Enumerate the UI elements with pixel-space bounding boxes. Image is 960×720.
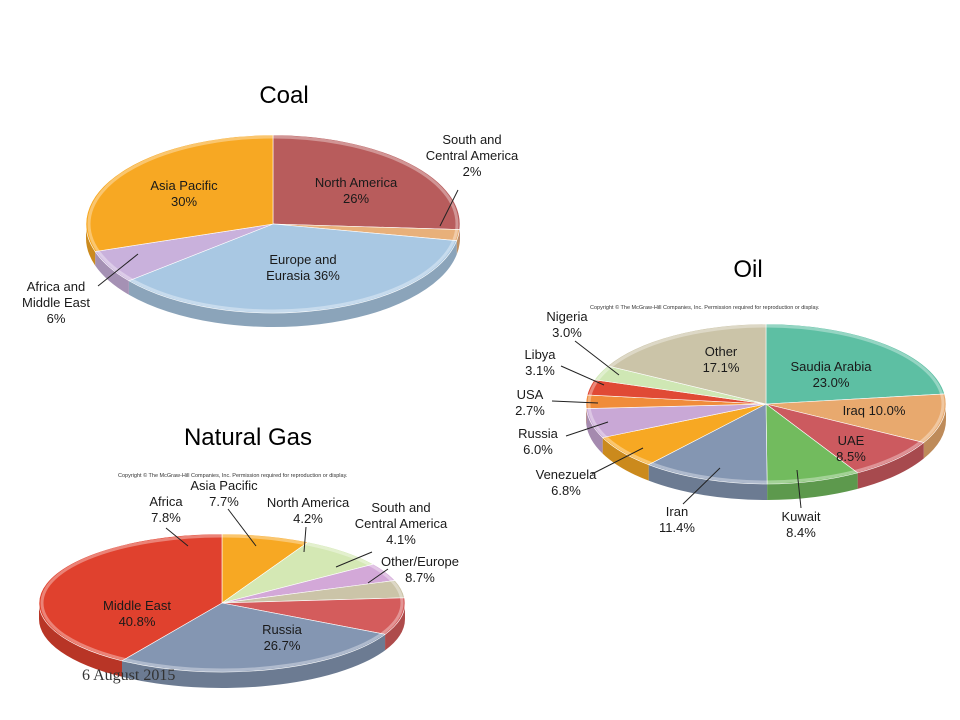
coal-label-europe-line2: Eurasia 36%	[266, 268, 340, 283]
coal-pie-slices	[85, 134, 461, 327]
oil-label-saudi-arabia: Saudia Arabia 23.0%	[791, 359, 873, 390]
coal-title: Coal	[259, 82, 308, 109]
coal-rim-2	[128, 240, 457, 327]
gas-label-sca-line2: Central America	[355, 516, 448, 531]
coal-label-asia-pacific: Asia Pacific 30%	[150, 178, 218, 209]
gas-label-africa: Africa 7.8%	[149, 494, 183, 525]
gas-slice-middle-east	[38, 533, 223, 662]
coal-pie-chart: Coal North America 26% South and Central A…	[22, 82, 519, 327]
coal-rim-4	[86, 224, 96, 266]
coal-label-north-america: North America 26%	[315, 175, 398, 206]
oil-pie-chart: Oil Copyright © The McGraw-Hill Companie…	[515, 256, 947, 540]
oil-rim-3	[767, 472, 858, 500]
natural-gas-pie-slices	[38, 533, 406, 688]
gas-label-sca-line1: South and	[371, 500, 430, 515]
oil-label-russia: Russia 6.0%	[518, 426, 559, 457]
coal-label-africa-middle-east: Africa and Middle East 6%	[22, 279, 90, 326]
gas-label-middle-east: Middle East 40.8%	[103, 598, 171, 629]
gas-leader-north-america	[303, 526, 307, 553]
gas-label-russia: Russia 26.7%	[262, 622, 303, 653]
coal-label-europe-line1: Europe and	[269, 252, 336, 267]
oil-label-uae: UAE 8.5%	[836, 433, 866, 464]
oil-highlight	[587, 324, 945, 484]
gas-leader-sca	[335, 551, 373, 568]
oil-rim-6	[586, 408, 603, 454]
oil-rim-2	[857, 442, 924, 489]
coal-highlight	[87, 135, 459, 313]
oil-rim-4	[648, 464, 768, 500]
oil-slice-kuwait	[765, 403, 859, 485]
coal-leader-sca	[439, 189, 459, 227]
slide-date: 6 August 2015	[82, 667, 175, 684]
natural-gas-title: Natural Gas	[184, 424, 312, 451]
coal-slice-north-america	[272, 134, 461, 230]
gas-rim-5	[122, 634, 386, 688]
gas-slice-other-europe	[221, 597, 406, 635]
gas-leader-other-europe	[367, 568, 389, 584]
oil-slice-uae	[765, 403, 925, 474]
oil-leader-usa	[551, 400, 599, 404]
oil-label-usa: USA 2.7%	[515, 387, 545, 418]
oil-leader-russia	[565, 421, 609, 437]
coal-label-europe-eurasia: Europe and Eurasia 36%	[266, 252, 340, 283]
coal-slice-europe-and-eurasia	[128, 223, 458, 314]
coal-label-sca-line2: Central America	[426, 148, 519, 163]
oil-label-kuwait: Kuwait 8.4%	[781, 509, 820, 540]
oil-slice-saudia-arabia	[765, 323, 945, 405]
oil-label-iran: Iran 11.4%	[659, 504, 695, 535]
oil-slice-other	[607, 323, 767, 405]
coal-label-south-central-america: South and Central America 2%	[426, 132, 519, 179]
coal-label-africa-line2: Middle East	[22, 295, 90, 310]
oil-copyright: Copyright © The McGraw-Hill Companies, I…	[590, 304, 820, 311]
oil-rim-5	[602, 437, 649, 481]
gas-leader-asia-pacific	[227, 508, 257, 547]
coal-rim-3	[95, 251, 129, 295]
coal-label-sca-line1: South and	[442, 132, 501, 147]
oil-leader-iran	[682, 467, 721, 505]
gas-rim-4	[385, 603, 405, 651]
oil-leader-kuwait	[796, 469, 802, 509]
coal-rim-1	[456, 229, 460, 255]
oil-slice-iran	[647, 403, 768, 485]
coal-label-africa-line1: Africa and	[27, 279, 86, 294]
gas-slice-russia	[121, 602, 386, 673]
gas-leader-africa	[165, 527, 189, 547]
oil-leader-libya	[560, 365, 605, 386]
gas-label-south-central-america: South and Central America 4.1%	[355, 500, 448, 547]
oil-leader-venezuela	[591, 447, 644, 475]
gas-rim-6	[39, 603, 123, 677]
oil-rim-1	[923, 404, 947, 459]
oil-label-iraq: Iraq 10.0%	[843, 403, 906, 418]
oil-slice-iraq	[765, 393, 947, 443]
oil-pie-slices	[585, 323, 947, 500]
oil-label-other: Other 17.1%	[703, 344, 740, 375]
coal-leader-africa	[97, 253, 139, 287]
oil-title: Oil	[733, 256, 762, 283]
gas-highlight	[40, 534, 404, 672]
gas-label-north-america: North America 4.2%	[267, 495, 350, 526]
natural-gas-pie-chart: Natural Gas Copyright © The McGraw-Hill …	[38, 424, 459, 688]
gas-label-asia-pacific: Asia Pacific 7.7%	[190, 478, 258, 509]
gas-label-other-europe: Other/Europe 8.7%	[381, 554, 459, 585]
oil-leader-nigeria	[574, 340, 620, 376]
oil-label-nigeria: Nigeria 3.0%	[546, 309, 588, 340]
coal-slice-asia-pacific	[85, 134, 274, 252]
oil-label-venezuela: Venezuela 6.8%	[536, 467, 597, 498]
natural-gas-copyright: Copyright © The McGraw-Hill Companies, I…	[118, 472, 348, 479]
oil-label-libya: Libya 3.1%	[524, 347, 556, 378]
